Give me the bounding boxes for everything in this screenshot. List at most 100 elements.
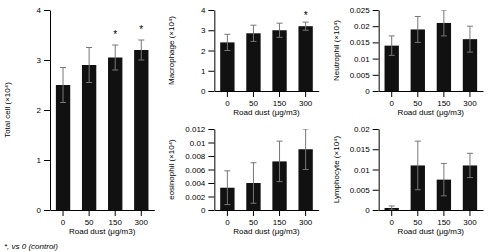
y-tick: 4	[37, 6, 50, 15]
panel: 05015030000.0020.0040.0060.0080.010.012R…	[167, 125, 319, 236]
y-tick-label: 0	[365, 206, 370, 215]
y-tick-label: 1	[37, 156, 42, 165]
y-axis: 01234	[201, 6, 215, 96]
axis-line	[50, 11, 51, 211]
error-cap	[415, 141, 421, 142]
x-axis-title: Road dust (μg/m3)	[233, 227, 300, 236]
error-cap	[250, 162, 256, 163]
x-tick-mark	[253, 91, 254, 97]
error-cap	[112, 70, 118, 71]
axis-line	[379, 11, 380, 92]
plot-area	[385, 141, 478, 210]
x-tick-mark	[63, 210, 64, 216]
y-tick-label: 0.004	[185, 179, 206, 188]
y-tick: 0.005	[350, 186, 379, 195]
error-bar	[86, 48, 92, 83]
y-axis: 01234	[37, 6, 51, 215]
panel: 05015030000.0050.010.0150.020.025Road du…	[332, 6, 484, 117]
plot-area	[220, 22, 313, 91]
error-line	[391, 36, 392, 55]
x-tick: 0	[389, 91, 394, 108]
error-bar	[303, 22, 309, 30]
y-tick-label: 0.015	[350, 38, 371, 47]
y-axis: 00.0020.0040.0060.0080.010.012	[185, 125, 215, 215]
error-cap	[138, 60, 144, 61]
y-tick-mark	[373, 149, 379, 150]
error-bar	[441, 10, 447, 36]
x-tick: 300	[463, 210, 477, 227]
axis-line	[215, 210, 319, 211]
x-tick-label: 50	[249, 218, 258, 227]
bar	[82, 65, 96, 210]
error-bar	[467, 153, 473, 177]
y-tick-mark	[44, 210, 50, 211]
axis-line	[51, 210, 155, 211]
error-cap	[250, 25, 256, 26]
x-tick-mark	[443, 91, 444, 97]
x-tick-label: 150	[109, 218, 123, 227]
x-tick-label: 50	[249, 99, 258, 108]
axis-line	[214, 11, 215, 92]
error-line	[63, 68, 64, 103]
error-line	[115, 45, 116, 70]
error-bar	[415, 141, 421, 190]
error-line	[89, 48, 90, 83]
error-bar	[250, 25, 256, 41]
y-tick-mark	[44, 60, 50, 61]
y-tick: 0.005	[350, 71, 379, 80]
error-bar	[224, 34, 230, 50]
x-tick-mark	[417, 210, 418, 216]
error-cap	[303, 169, 309, 170]
y-tick-label: 0	[37, 206, 42, 215]
error-cap	[467, 26, 473, 27]
y-tick-mark	[44, 10, 50, 11]
error-cap	[277, 23, 283, 24]
error-line	[227, 34, 228, 50]
x-tick: 0	[61, 210, 66, 227]
y-tick-mark	[44, 110, 50, 111]
y-tick-label: 0.025	[350, 6, 371, 15]
error-cap	[467, 52, 473, 53]
error-line	[417, 141, 418, 190]
y-tick-label: 1	[201, 67, 206, 76]
bar	[134, 50, 148, 210]
error-cap	[389, 205, 395, 206]
error-cap	[250, 203, 256, 204]
y-tick: 0.008	[185, 152, 214, 161]
y-axis-title: Neutrophil (×10⁴)	[332, 20, 341, 81]
x-tick-label: 0	[389, 99, 394, 108]
error-cap	[277, 181, 283, 182]
x-axis-title: Road dust (μg/m3)	[233, 108, 300, 117]
y-tick: 0	[365, 206, 378, 215]
x-tick: 300	[299, 91, 313, 108]
error-bar	[224, 171, 230, 205]
x-tick: 150	[437, 210, 451, 227]
y-axis-title: eosinophil (×10⁴)	[167, 139, 176, 200]
x-axis-title: Road dust (μg/m3)	[398, 108, 465, 117]
error-cap	[112, 45, 118, 46]
x-tick: 50	[249, 210, 258, 227]
x-tick: 0	[389, 210, 394, 227]
error-cap	[86, 47, 92, 48]
x-tick: 50	[85, 210, 94, 227]
y-tick: 0	[201, 206, 214, 215]
axis-line	[215, 91, 319, 92]
x-tick-mark	[115, 210, 116, 216]
y-tick-label: 2	[201, 47, 206, 56]
y-axis-title: Lymphocyte (×10⁴)	[332, 135, 341, 203]
y-tick: 4	[201, 6, 214, 15]
y-tick-label: 0.008	[185, 152, 206, 161]
error-bar	[389, 206, 395, 210]
x-tick: 150	[273, 91, 287, 108]
y-tick-label: 3	[37, 56, 42, 65]
annotation: *	[113, 29, 117, 40]
y-tick: 0.006	[185, 166, 214, 175]
y-tick-label: 4	[37, 6, 42, 15]
x-tick-label: 0	[225, 218, 230, 227]
y-tick: 0.002	[185, 193, 214, 202]
x-tick-mark	[227, 91, 228, 97]
panel: *05015030001234Road dust (μg/m3)Macropha…	[167, 6, 319, 117]
error-cap	[441, 163, 447, 164]
x-tick: 300	[463, 91, 477, 108]
error-cap	[60, 102, 66, 103]
